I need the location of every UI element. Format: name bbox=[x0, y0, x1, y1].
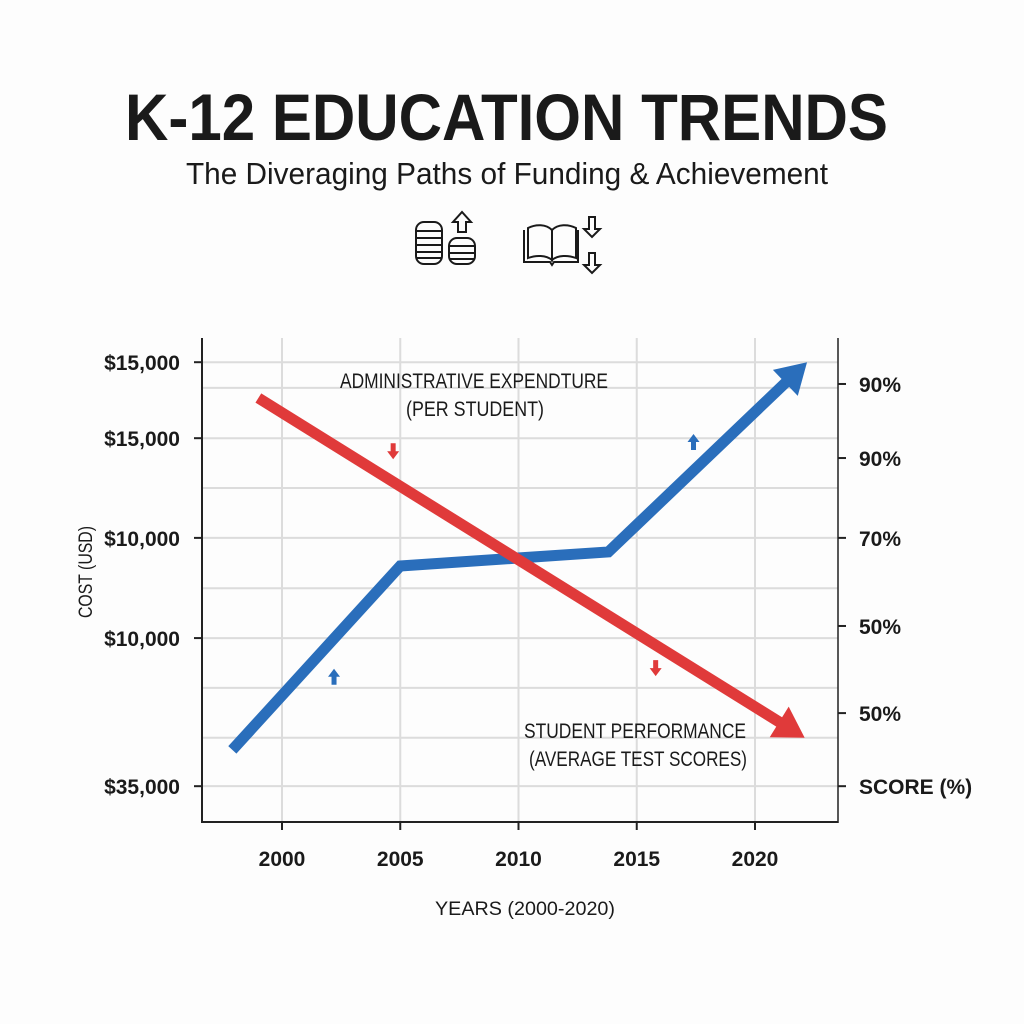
grid bbox=[202, 338, 838, 822]
y-tick-label-left: $10,000 bbox=[104, 528, 180, 551]
red-trend-arrowhead bbox=[769, 706, 805, 738]
y-tick-label-right: 90% bbox=[859, 448, 901, 471]
red-trend-line bbox=[255, 393, 786, 729]
trend-up-arrow-icon bbox=[328, 668, 341, 685]
y-tick-label-right: 50% bbox=[859, 616, 901, 639]
trend-up-arrow-icon bbox=[687, 434, 700, 451]
annotation-performance-sub: (AVERAGE TEST SCORES) bbox=[529, 748, 747, 771]
coin-stack-up-icon bbox=[415, 210, 476, 265]
annotation-performance: STUDENT PERFORMANCE bbox=[524, 720, 746, 743]
trend-down-arrow-icon bbox=[649, 660, 662, 677]
y-tick-label-left: $10,000 bbox=[104, 628, 180, 651]
trend-down-arrow-icon bbox=[387, 443, 400, 460]
y-tick-label-right: 90% bbox=[859, 374, 901, 397]
x-tick-label: 2005 bbox=[377, 848, 424, 871]
y-tick-label-left: $15,000 bbox=[104, 428, 180, 451]
y-tick-label-left: $15,000 bbox=[104, 352, 180, 375]
blue-trend-arrowhead bbox=[772, 362, 808, 396]
x-tick-label: 2000 bbox=[259, 848, 306, 871]
y-tick-label-right: SCORE (%) bbox=[859, 776, 972, 799]
x-tick-label: 2020 bbox=[732, 848, 779, 871]
y-tick-label-right: 70% bbox=[859, 528, 901, 551]
book-down-icon bbox=[523, 216, 603, 275]
annotation-admin: ADMINISTRATIVE EXPENDTURE bbox=[340, 370, 608, 393]
annotation-admin-sub: (PER STUDENT) bbox=[406, 398, 544, 421]
y-tick-label-left: $35,000 bbox=[104, 776, 180, 799]
x-tick-label: 2015 bbox=[613, 848, 660, 871]
x-axis-label: YEARS (2000-2020) bbox=[435, 899, 615, 920]
x-tick-label: 2010 bbox=[495, 848, 542, 871]
chart-title: K-12 EDUCATION TRENDS bbox=[125, 80, 888, 154]
y-tick-label-right: 50% bbox=[859, 703, 901, 726]
y-axis-label-left: COST (USD) bbox=[76, 526, 97, 618]
blue-trend-line bbox=[228, 376, 793, 754]
chart-subtitle: The Diveraging Paths of Funding & Achiev… bbox=[186, 156, 828, 191]
axes bbox=[201, 338, 839, 823]
